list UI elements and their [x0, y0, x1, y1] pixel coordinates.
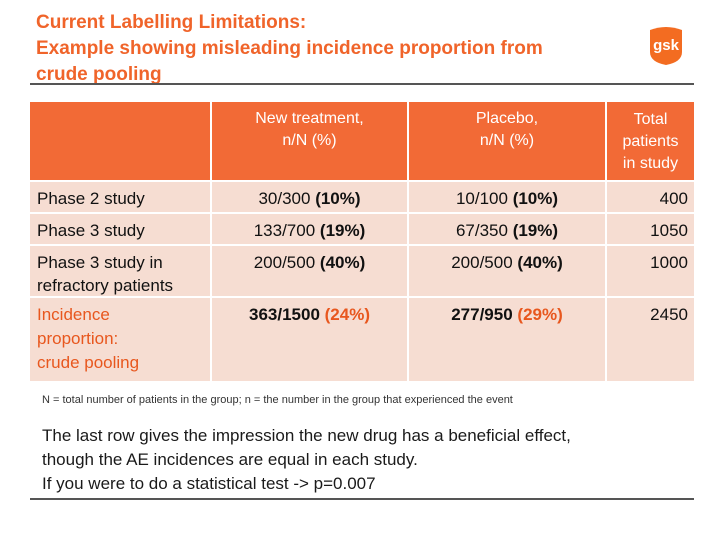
placebo-count: 200/500: [451, 253, 513, 272]
header-new-line-1: New treatment,: [255, 110, 364, 127]
new-count: 200/500: [253, 253, 316, 272]
total-value: 1050: [607, 214, 694, 246]
header-total: Total patients in study: [607, 102, 694, 182]
header-placebo-line-2: n/N (%): [479, 132, 535, 149]
placebo-pooled-value: 277/950 (29%): [409, 298, 607, 383]
summary-line-1: The last row gives the impression the ne…: [42, 426, 571, 445]
row-label-line: Phase 2 study: [37, 189, 145, 208]
summary-line-3: If you were to do a statistical test -> …: [42, 474, 376, 493]
placebo-count: 10/100: [455, 189, 508, 208]
bottom-divider: [30, 498, 694, 500]
incidence-table: New treatment, n/N (%) Placebo, n/N (%) …: [30, 102, 694, 383]
row-label-line: Incidence: [37, 305, 110, 324]
header-new-line-2: n/N (%): [282, 132, 337, 149]
row-label: Phase 3 study: [30, 214, 212, 246]
gsk-logo-icon: gsk: [646, 24, 686, 66]
header-new-treatment: New treatment, n/N (%): [212, 102, 409, 182]
title-divider: [30, 83, 694, 85]
row-label: Phase 3 study in refractory patients: [30, 246, 212, 298]
placebo-value: 200/500 (40%): [409, 246, 607, 298]
row-label: Phase 2 study: [30, 182, 212, 214]
summary-line-2: though the AE incidences are equal in ea…: [42, 450, 418, 469]
title-line-1: Current Labelling Limitations:: [36, 12, 307, 33]
new-treatment-value: 133/700 (19%): [212, 214, 409, 246]
total-pooled-value: 2450: [607, 298, 694, 383]
footnote: N = total number of patients in the grou…: [42, 394, 513, 406]
new-pct: (19%): [319, 221, 366, 240]
summary-text: The last row gives the impression the ne…: [42, 424, 692, 496]
new-pct: (40%): [319, 253, 366, 272]
placebo-value: 67/350 (19%): [409, 214, 607, 246]
new-treatment-value: 30/300 (10%): [212, 182, 409, 214]
header-corner: [30, 102, 212, 182]
header-total-line-2: patients: [622, 133, 679, 150]
row-label-line: crude pooling: [37, 353, 140, 372]
new-pct: (10%): [315, 189, 361, 208]
row-label-line: Phase 3 study: [37, 221, 145, 240]
new-pct: (24%): [324, 305, 370, 324]
new-treatment-pooled-value: 363/1500 (24%): [212, 298, 409, 383]
row-label-line: Phase 3 study in: [37, 253, 163, 272]
total-value: 400: [607, 182, 694, 214]
total-count: 1000: [650, 253, 688, 272]
row-label-line: refractory patients: [37, 276, 174, 295]
placebo-pct: (19%): [512, 221, 559, 240]
placebo-count: 67/350: [455, 221, 508, 240]
placebo-value: 10/100 (10%): [409, 182, 607, 214]
header-total-line-3: in study: [622, 155, 679, 172]
total-value: 1000: [607, 246, 694, 298]
new-count: 30/300: [258, 189, 311, 208]
logo-text: gsk: [653, 37, 680, 54]
placebo-pct: (29%): [517, 305, 563, 324]
total-count: 1050: [650, 221, 688, 240]
header-placebo: Placebo, n/N (%): [409, 102, 607, 182]
total-count: 2450: [650, 305, 688, 324]
header-placebo-line-1: Placebo,: [475, 110, 539, 127]
new-count: 363/1500: [249, 305, 320, 324]
header-total-line-1: Total: [633, 111, 668, 128]
placebo-pct: (40%): [517, 253, 563, 272]
placebo-pct: (10%): [512, 189, 559, 208]
slide-title: Current Labelling Limitations: Example s…: [36, 10, 636, 88]
row-label-pooling: Incidence proportion: crude pooling: [30, 298, 212, 383]
new-count: 133/700: [253, 221, 316, 240]
total-count: 400: [659, 189, 688, 208]
row-label-line: proportion:: [37, 329, 119, 348]
placebo-count: 277/950: [451, 305, 513, 324]
new-treatment-value: 200/500 (40%): [212, 246, 409, 298]
title-line-3: crude pooling: [36, 64, 162, 85]
title-line-2: Example showing misleading incidence pro…: [36, 38, 543, 59]
